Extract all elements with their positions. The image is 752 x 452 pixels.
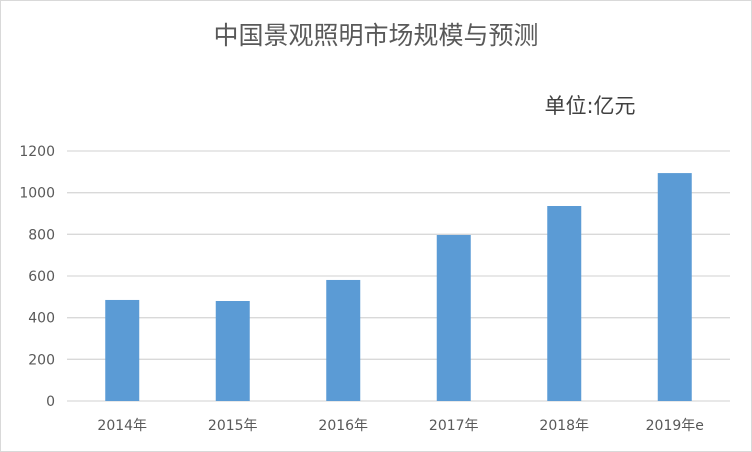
y-tick-label: 1200 — [19, 144, 55, 160]
chart-title: 中国景观照明市场规模与预测 — [213, 21, 538, 50]
bar — [215, 301, 250, 401]
x-tick-label: 2014年 — [97, 418, 147, 434]
bar — [657, 173, 692, 401]
x-tick-label: 2015年 — [208, 418, 258, 434]
y-tick-label: 0 — [46, 394, 55, 410]
y-tick-label: 200 — [28, 352, 55, 368]
y-tick-label: 800 — [28, 227, 55, 243]
y-tick-label: 1000 — [19, 186, 55, 202]
x-tick-label: 2019年e — [646, 418, 704, 434]
bar — [105, 299, 140, 401]
bar — [547, 206, 582, 401]
x-tick-label: 2018年 — [539, 418, 589, 434]
bar — [326, 279, 361, 401]
unit-label: 单位:亿元 — [544, 94, 635, 118]
x-tick-label: 2017年 — [429, 418, 479, 434]
y-tick-label: 400 — [28, 311, 55, 327]
y-tick-label: 600 — [28, 269, 55, 285]
bar — [436, 234, 471, 401]
x-tick-label: 2016年 — [318, 418, 368, 434]
